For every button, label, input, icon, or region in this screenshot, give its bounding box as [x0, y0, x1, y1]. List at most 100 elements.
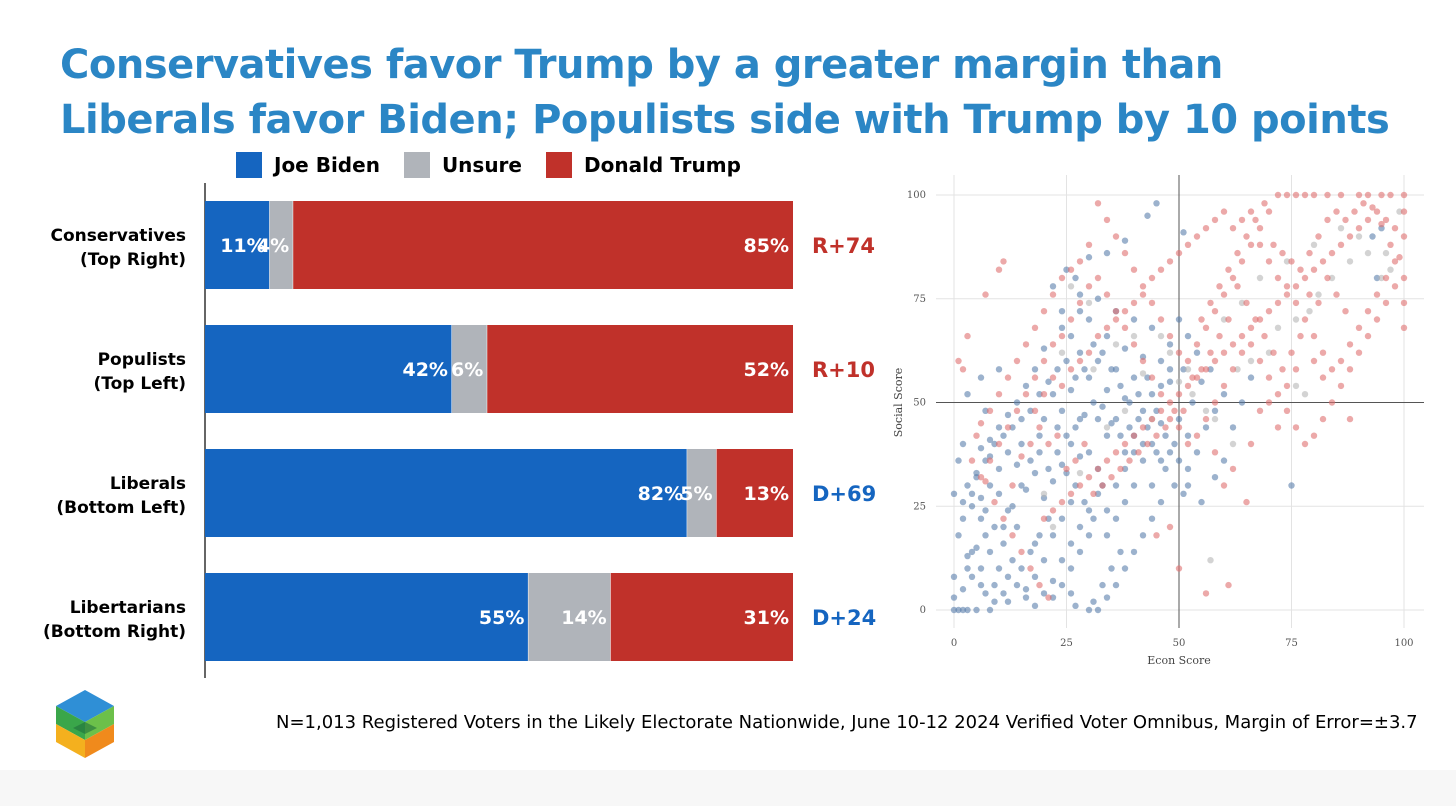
- point-donald-trump: [1112, 233, 1120, 240]
- point-joe-biden: [995, 565, 1003, 572]
- y-tick-75: 75: [913, 294, 926, 305]
- point-donald-trump: [1166, 415, 1174, 423]
- scatter-chart: 0 25 50 75 100 0 25 50 75 100 Econ Score Social Sco…: [892, 175, 1424, 667]
- point-joe-biden: [1004, 449, 1012, 456]
- point-joe-biden: [982, 457, 989, 464]
- point-joe-biden: [1175, 457, 1183, 464]
- point-joe-biden: [1121, 498, 1129, 506]
- point-unsure: [1085, 299, 1093, 307]
- point-donald-trump: [1292, 366, 1300, 373]
- point-unsure: [1207, 557, 1214, 564]
- bar-populists-joe-biden: [205, 325, 452, 413]
- data-label-conservatives-donald-trump: 85%: [744, 235, 789, 257]
- point-joe-biden: [1049, 283, 1057, 290]
- point-joe-biden: [1121, 395, 1129, 402]
- x-tick-25: 25: [1060, 638, 1073, 649]
- point-donald-trump: [1328, 366, 1336, 373]
- point-joe-biden: [1058, 515, 1066, 522]
- bar-conservatives-unsure: [269, 201, 294, 289]
- point-donald-trump: [1229, 465, 1237, 473]
- point-joe-biden: [1211, 407, 1219, 414]
- point-joe-biden: [1085, 532, 1093, 539]
- point-donald-trump: [1283, 407, 1291, 414]
- point-donald-trump: [1387, 241, 1394, 248]
- point-donald-trump: [1099, 482, 1106, 489]
- point-donald-trump: [1247, 440, 1255, 448]
- point-unsure: [1265, 349, 1273, 356]
- point-donald-trump: [1229, 366, 1237, 373]
- point-donald-trump: [991, 498, 998, 506]
- point-donald-trump: [1013, 407, 1021, 414]
- point-joe-biden: [1027, 548, 1034, 556]
- point-joe-biden: [1067, 590, 1075, 597]
- category-label-libertarians-sub: (Bottom Right): [43, 622, 186, 642]
- point-donald-trump: [1009, 532, 1016, 539]
- point-joe-biden: [1063, 357, 1070, 365]
- point-joe-biden: [964, 606, 971, 614]
- point-joe-biden: [1117, 548, 1124, 556]
- point-joe-biden: [1018, 440, 1025, 448]
- point-donald-trump: [1157, 266, 1165, 273]
- point-donald-trump: [1216, 283, 1223, 290]
- point-donald-trump: [1292, 191, 1300, 199]
- point-joe-biden: [977, 581, 985, 589]
- point-joe-biden: [1022, 486, 1030, 493]
- point-donald-trump: [1400, 274, 1408, 282]
- point-donald-trump: [995, 440, 1003, 448]
- point-unsure: [1346, 258, 1354, 265]
- point-donald-trump: [1175, 424, 1183, 431]
- point-donald-trump: [1207, 349, 1214, 356]
- point-joe-biden: [1058, 324, 1066, 331]
- point-joe-biden: [1126, 399, 1133, 406]
- point-donald-trump: [1256, 357, 1264, 365]
- point-joe-biden: [1085, 254, 1093, 261]
- point-unsure: [1130, 332, 1138, 340]
- company-logo: [56, 690, 114, 758]
- point-joe-biden: [1162, 432, 1169, 439]
- point-donald-trump: [1085, 241, 1093, 248]
- point-donald-trump: [1301, 316, 1309, 323]
- y-tick-25: 25: [913, 501, 926, 512]
- point-donald-trump: [1265, 399, 1273, 406]
- point-joe-biden: [964, 391, 971, 398]
- point-unsure: [1103, 424, 1111, 431]
- point-donald-trump: [1193, 341, 1201, 348]
- point-donald-trump: [1211, 308, 1219, 315]
- point-donald-trump: [1184, 382, 1192, 390]
- point-donald-trump: [1373, 316, 1381, 323]
- point-donald-trump: [1009, 482, 1016, 489]
- footnote: N=1,013 Registered Voters in the Likely …: [276, 712, 1418, 733]
- point-donald-trump: [1283, 382, 1291, 390]
- point-donald-trump: [1220, 382, 1228, 390]
- point-donald-trump: [1229, 274, 1237, 282]
- point-donald-trump: [1225, 266, 1232, 273]
- point-joe-biden: [955, 457, 962, 464]
- point-joe-biden: [1148, 391, 1156, 398]
- point-joe-biden: [1121, 345, 1129, 352]
- point-joe-biden: [1072, 482, 1079, 489]
- point-donald-trump: [1076, 357, 1084, 365]
- point-unsure: [1202, 407, 1210, 414]
- point-unsure: [1382, 249, 1390, 257]
- point-donald-trump: [1337, 241, 1345, 248]
- y-tick-50: 50: [913, 398, 926, 409]
- point-donald-trump: [1184, 440, 1192, 448]
- point-donald-trump: [1058, 498, 1066, 506]
- point-joe-biden: [1193, 349, 1201, 356]
- point-joe-biden: [1018, 482, 1025, 489]
- point-donald-trump: [1130, 432, 1138, 439]
- point-donald-trump: [1400, 324, 1408, 331]
- point-donald-trump: [1234, 249, 1241, 257]
- point-donald-trump: [1364, 332, 1372, 340]
- point-donald-trump: [995, 391, 1003, 398]
- point-donald-trump: [964, 332, 971, 340]
- point-donald-trump: [1342, 308, 1349, 315]
- point-joe-biden: [1054, 424, 1061, 431]
- point-donald-trump: [1301, 440, 1309, 448]
- point-joe-biden: [1013, 461, 1021, 468]
- point-unsure: [1175, 378, 1183, 385]
- point-joe-biden: [995, 366, 1003, 373]
- point-joe-biden: [1090, 399, 1097, 406]
- point-joe-biden: [959, 498, 967, 506]
- point-unsure: [1184, 366, 1192, 373]
